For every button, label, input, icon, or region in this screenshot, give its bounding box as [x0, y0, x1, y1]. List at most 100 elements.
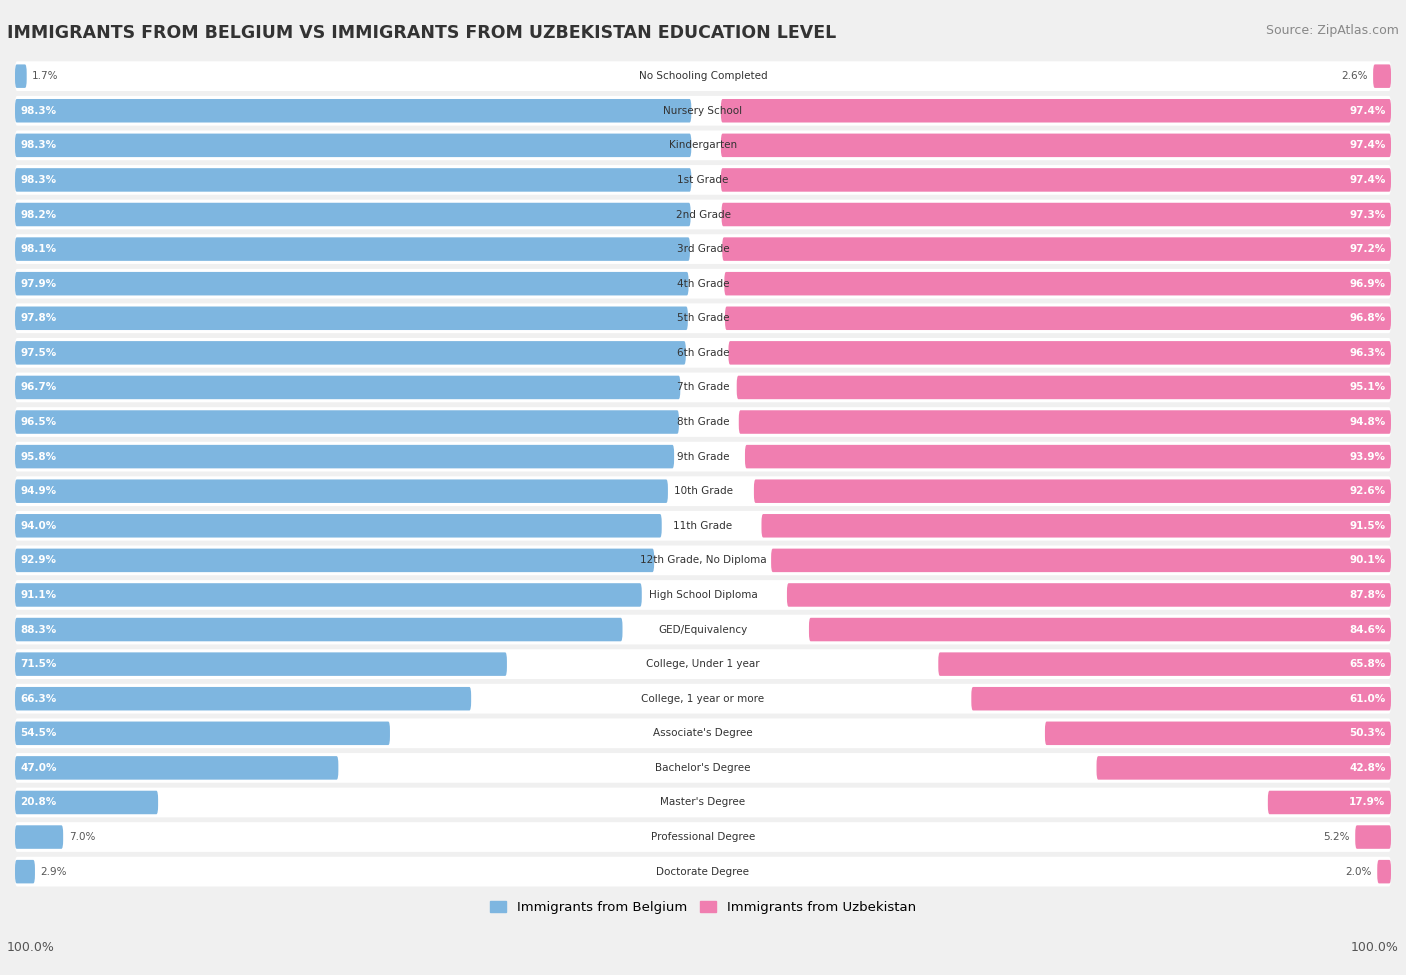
FancyBboxPatch shape	[15, 165, 1391, 195]
FancyBboxPatch shape	[1378, 860, 1391, 883]
FancyBboxPatch shape	[15, 788, 1391, 817]
FancyBboxPatch shape	[15, 649, 1391, 679]
FancyBboxPatch shape	[15, 375, 681, 399]
FancyBboxPatch shape	[15, 514, 662, 537]
Text: IMMIGRANTS FROM BELGIUM VS IMMIGRANTS FROM UZBEKISTAN EDUCATION LEVEL: IMMIGRANTS FROM BELGIUM VS IMMIGRANTS FR…	[7, 24, 837, 42]
FancyBboxPatch shape	[721, 134, 1391, 157]
Text: 4th Grade: 4th Grade	[676, 279, 730, 289]
Text: 90.1%: 90.1%	[1350, 556, 1385, 566]
Text: 100.0%: 100.0%	[7, 941, 55, 954]
FancyBboxPatch shape	[725, 306, 1391, 330]
Text: 97.8%: 97.8%	[21, 313, 56, 324]
Text: Doctorate Degree: Doctorate Degree	[657, 867, 749, 877]
FancyBboxPatch shape	[762, 514, 1391, 537]
Text: 96.8%: 96.8%	[1350, 313, 1385, 324]
Text: 98.1%: 98.1%	[21, 244, 56, 254]
Text: 100.0%: 100.0%	[1351, 941, 1399, 954]
FancyBboxPatch shape	[15, 618, 623, 642]
FancyBboxPatch shape	[15, 580, 1391, 609]
Text: 65.8%: 65.8%	[1350, 659, 1385, 669]
Text: 54.5%: 54.5%	[21, 728, 56, 738]
Text: 98.2%: 98.2%	[21, 210, 56, 219]
FancyBboxPatch shape	[15, 64, 27, 88]
FancyBboxPatch shape	[1045, 722, 1391, 745]
FancyBboxPatch shape	[737, 375, 1391, 399]
Text: 42.8%: 42.8%	[1350, 762, 1385, 773]
FancyBboxPatch shape	[15, 445, 673, 468]
Text: No Schooling Completed: No Schooling Completed	[638, 71, 768, 81]
Text: 96.3%: 96.3%	[1350, 348, 1385, 358]
FancyBboxPatch shape	[15, 477, 1391, 506]
FancyBboxPatch shape	[15, 652, 508, 676]
Text: 98.3%: 98.3%	[21, 105, 56, 116]
Text: Associate's Degree: Associate's Degree	[654, 728, 752, 738]
Text: 95.8%: 95.8%	[21, 451, 56, 461]
FancyBboxPatch shape	[15, 338, 1391, 368]
Text: 91.5%: 91.5%	[1350, 521, 1385, 530]
Text: 10th Grade: 10th Grade	[673, 487, 733, 496]
Text: 94.9%: 94.9%	[21, 487, 56, 496]
FancyBboxPatch shape	[15, 203, 690, 226]
FancyBboxPatch shape	[15, 408, 1391, 437]
Text: 97.3%: 97.3%	[1350, 210, 1385, 219]
Text: 92.6%: 92.6%	[1350, 487, 1385, 496]
Text: Kindergarten: Kindergarten	[669, 140, 737, 150]
Text: 87.8%: 87.8%	[1350, 590, 1385, 600]
FancyBboxPatch shape	[1268, 791, 1391, 814]
Legend: Immigrants from Belgium, Immigrants from Uzbekistan: Immigrants from Belgium, Immigrants from…	[485, 896, 921, 919]
FancyBboxPatch shape	[15, 549, 654, 572]
Text: High School Diploma: High School Diploma	[648, 590, 758, 600]
Text: Professional Degree: Professional Degree	[651, 832, 755, 842]
Text: 20.8%: 20.8%	[21, 798, 56, 807]
Text: 97.9%: 97.9%	[21, 279, 56, 289]
Text: 97.5%: 97.5%	[21, 348, 56, 358]
Text: 50.3%: 50.3%	[1350, 728, 1385, 738]
Text: GED/Equivalency: GED/Equivalency	[658, 625, 748, 635]
FancyBboxPatch shape	[721, 168, 1391, 192]
FancyBboxPatch shape	[15, 234, 1391, 264]
FancyBboxPatch shape	[15, 545, 1391, 575]
Text: 94.0%: 94.0%	[21, 521, 56, 530]
FancyBboxPatch shape	[15, 822, 1391, 852]
FancyBboxPatch shape	[754, 480, 1391, 503]
Text: 91.1%: 91.1%	[21, 590, 56, 600]
Text: 3rd Grade: 3rd Grade	[676, 244, 730, 254]
FancyBboxPatch shape	[15, 168, 692, 192]
Text: 2.9%: 2.9%	[41, 867, 67, 877]
Text: 97.4%: 97.4%	[1350, 175, 1385, 185]
Text: 2nd Grade: 2nd Grade	[675, 210, 731, 219]
FancyBboxPatch shape	[808, 618, 1391, 642]
FancyBboxPatch shape	[15, 96, 1391, 126]
FancyBboxPatch shape	[15, 825, 63, 849]
FancyBboxPatch shape	[15, 442, 1391, 472]
Text: 96.7%: 96.7%	[21, 382, 56, 393]
FancyBboxPatch shape	[972, 687, 1391, 711]
Text: 95.1%: 95.1%	[1350, 382, 1385, 393]
FancyBboxPatch shape	[15, 791, 157, 814]
Text: Nursery School: Nursery School	[664, 105, 742, 116]
Text: 84.6%: 84.6%	[1350, 625, 1385, 635]
FancyBboxPatch shape	[15, 753, 1391, 783]
Text: 61.0%: 61.0%	[1350, 694, 1385, 704]
Text: 2.6%: 2.6%	[1341, 71, 1368, 81]
FancyBboxPatch shape	[15, 857, 1391, 886]
FancyBboxPatch shape	[15, 583, 641, 606]
FancyBboxPatch shape	[15, 757, 339, 780]
FancyBboxPatch shape	[723, 237, 1391, 261]
Text: Master's Degree: Master's Degree	[661, 798, 745, 807]
Text: 88.3%: 88.3%	[21, 625, 56, 635]
Text: Source: ZipAtlas.com: Source: ZipAtlas.com	[1265, 24, 1399, 37]
FancyBboxPatch shape	[738, 410, 1391, 434]
FancyBboxPatch shape	[15, 61, 1391, 91]
FancyBboxPatch shape	[15, 511, 1391, 541]
FancyBboxPatch shape	[15, 99, 692, 123]
FancyBboxPatch shape	[938, 652, 1391, 676]
Text: Bachelor's Degree: Bachelor's Degree	[655, 762, 751, 773]
Text: 97.2%: 97.2%	[1350, 244, 1385, 254]
Text: 97.4%: 97.4%	[1350, 140, 1385, 150]
FancyBboxPatch shape	[1374, 64, 1391, 88]
Text: 98.3%: 98.3%	[21, 175, 56, 185]
Text: 8th Grade: 8th Grade	[676, 417, 730, 427]
FancyBboxPatch shape	[770, 549, 1391, 572]
FancyBboxPatch shape	[15, 303, 1391, 333]
